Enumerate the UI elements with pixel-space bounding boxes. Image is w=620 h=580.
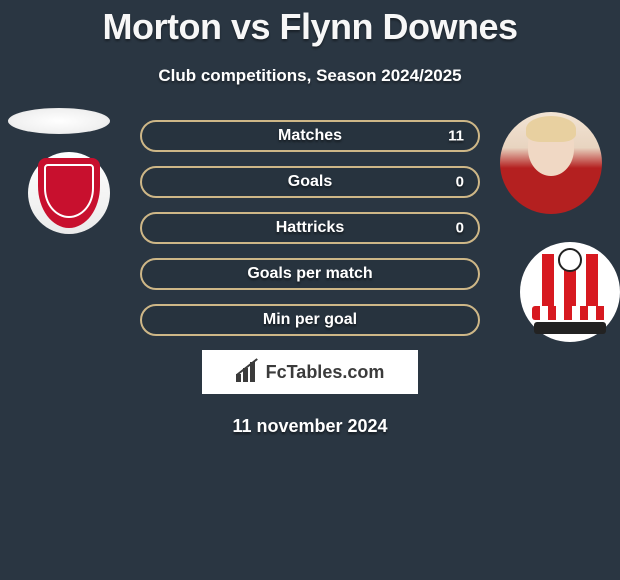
comparison-content: Matches 11 Goals 0 Hattricks 0 Goals per… — [0, 86, 620, 437]
stat-value-right: 0 — [456, 220, 464, 237]
page-subtitle: Club competitions, Season 2024/2025 — [0, 48, 620, 86]
stat-label: Goals — [288, 173, 332, 191]
bar-chart-icon — [236, 362, 260, 382]
player-photo-left — [8, 108, 110, 134]
date-label: 11 november 2024 — [0, 394, 620, 437]
stat-label: Min per goal — [263, 311, 357, 329]
stat-row: Hattricks 0 — [140, 212, 480, 244]
stat-row: Goals 0 — [140, 166, 480, 198]
page-title: Morton vs Flynn Downes — [0, 0, 620, 48]
stat-label: Matches — [278, 127, 342, 145]
player-photo-right — [500, 112, 602, 214]
source-logo-text: FcTables.com — [266, 362, 385, 383]
stat-row: Goals per match — [140, 258, 480, 290]
stat-value-right: 11 — [448, 128, 464, 145]
stats-list: Matches 11 Goals 0 Hattricks 0 Goals per… — [140, 120, 480, 336]
stat-value-right: 0 — [456, 174, 464, 191]
source-logo[interactable]: FcTables.com — [202, 350, 418, 394]
left-player-column — [0, 108, 120, 234]
stat-label: Hattricks — [276, 219, 344, 237]
right-player-column — [500, 112, 620, 342]
stat-label: Goals per match — [247, 265, 372, 283]
stat-row: Matches 11 — [140, 120, 480, 152]
club-badge-right — [520, 242, 620, 342]
club-badge-left — [28, 152, 110, 234]
stat-row: Min per goal — [140, 304, 480, 336]
